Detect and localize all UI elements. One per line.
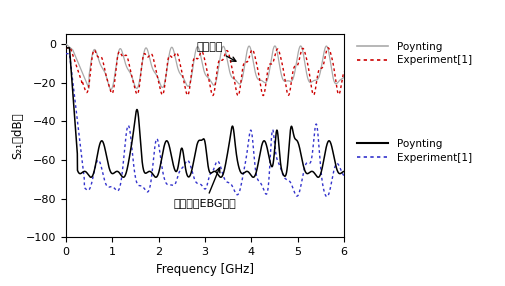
X-axis label: Frequency [GHz]: Frequency [GHz] <box>156 263 254 276</box>
Text: 平面のみ: 平面のみ <box>196 42 235 61</box>
Legend: Poynting, Experiment[1]: Poynting, Experiment[1] <box>354 137 473 165</box>
Y-axis label: S₂₁［dB］: S₂₁［dB］ <box>11 112 24 159</box>
Text: ミアンダEBG構造: ミアンダEBG構造 <box>173 168 236 208</box>
